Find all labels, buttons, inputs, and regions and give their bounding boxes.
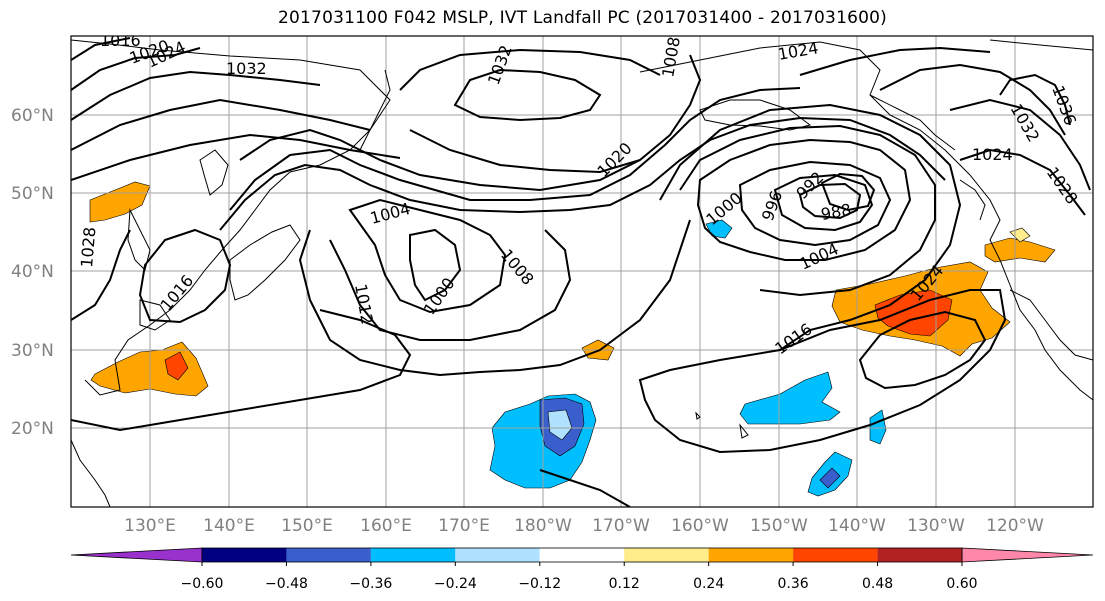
lon-tick-label: 150°W bbox=[750, 516, 808, 536]
map-frame bbox=[70, 35, 1094, 508]
page-title: 2017031100 F042 MSLP, IVT Landfall PC (2… bbox=[278, 8, 887, 28]
lon-tick-label: 120°W bbox=[986, 516, 1044, 536]
mslp-contours bbox=[71, 37, 1091, 507]
lon-tick-label: 180°W bbox=[514, 516, 572, 536]
longitude-labels: 130°E 140°E 150°E 160°E 170°E 180°W 170°… bbox=[124, 516, 1044, 536]
lon-tick-label: 160°E bbox=[360, 516, 412, 536]
colorbar-tick-label: 0.24 bbox=[693, 576, 724, 592]
lon-tick-label: 160°W bbox=[671, 516, 729, 536]
contour-label: 1028 bbox=[77, 226, 99, 268]
colorbar-segment bbox=[455, 548, 540, 562]
colorbar-segment bbox=[370, 548, 456, 562]
lat-tick-label: 30°N bbox=[11, 341, 54, 361]
lon-tick-label: 140°E bbox=[203, 516, 255, 536]
coastlines bbox=[71, 39, 1093, 507]
contour-label: 1016 bbox=[100, 31, 141, 50]
contour-label: 1032 bbox=[226, 59, 267, 78]
lat-tick-label: 20°N bbox=[11, 419, 54, 439]
colorbar: −0.60 −0.48 −0.36 −0.24 −0.12 0.12 0.24 0.36 0.4… bbox=[70, 547, 1094, 592]
lat-tick-label: 40°N bbox=[11, 262, 54, 282]
lon-tick-label: 130°E bbox=[124, 516, 176, 536]
colorbar-segment bbox=[624, 548, 709, 562]
lon-tick-label: 130°W bbox=[907, 516, 965, 536]
colorbar-extend-high bbox=[961, 547, 1094, 563]
colorbar-segment bbox=[877, 548, 962, 562]
colorbar-segment bbox=[286, 548, 371, 562]
colorbar-tick-label: −0.48 bbox=[265, 576, 308, 592]
colorbar-outline bbox=[201, 547, 963, 563]
latitude-labels: 20°N 30°N 40°N 50°N 60°N bbox=[11, 106, 54, 439]
lon-tick-label: 170°E bbox=[438, 516, 490, 536]
colorbar-segment bbox=[708, 548, 794, 562]
lat-tick-label: 50°N bbox=[11, 184, 54, 204]
lat-tick-label: 60°N bbox=[11, 106, 54, 126]
colorbar-tick-label: −0.36 bbox=[349, 576, 392, 592]
lon-tick-label: 170°W bbox=[592, 516, 650, 536]
lon-tick-label: 150°E bbox=[281, 516, 333, 536]
colorbar-segment bbox=[202, 548, 287, 562]
colorbar-extend-low bbox=[70, 547, 203, 563]
lon-tick-label: 140°W bbox=[828, 516, 886, 536]
colorbar-tick-label: −0.12 bbox=[518, 576, 561, 592]
colorbar-tick-label: 0.48 bbox=[862, 576, 893, 592]
colorbar-tick-label: 0.36 bbox=[778, 576, 809, 592]
colorbar-tick-label: 0.12 bbox=[609, 576, 640, 592]
colorbar-segment bbox=[539, 548, 625, 562]
colorbar-segment bbox=[793, 548, 878, 562]
colorbar-tick-label: 0.60 bbox=[946, 576, 977, 592]
colorbar-tick-label: −0.24 bbox=[434, 576, 477, 592]
contour-label: 1024 bbox=[972, 145, 1013, 164]
colorbar-tick-label: −0.60 bbox=[181, 576, 224, 592]
